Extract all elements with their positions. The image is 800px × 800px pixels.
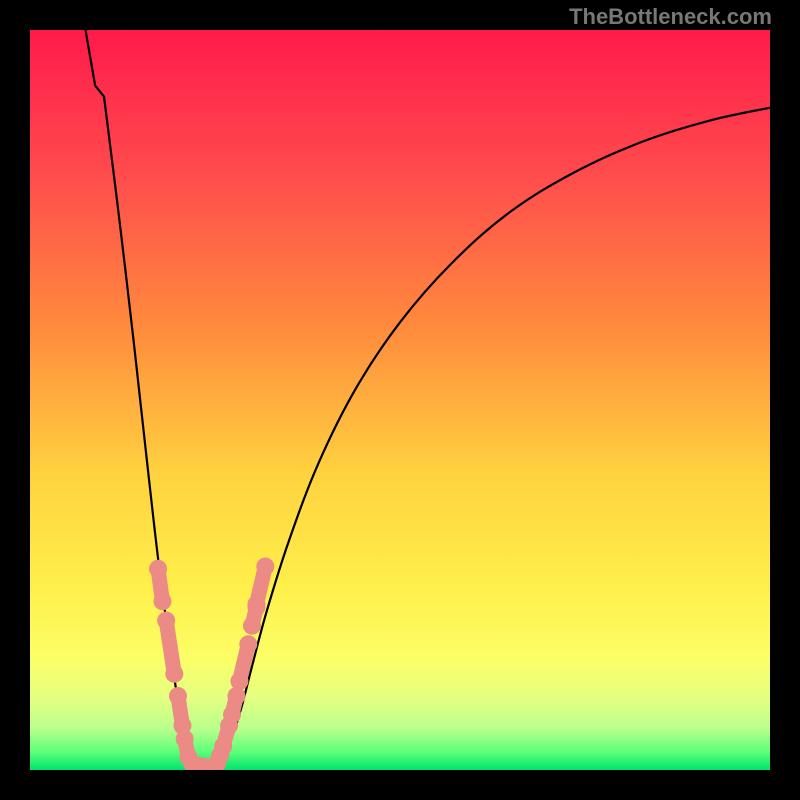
curve-marker-cap <box>227 687 245 705</box>
curve-marker-cap <box>176 730 194 748</box>
curve-marker-cap <box>153 592 171 610</box>
curve-marker-cap <box>247 595 265 613</box>
curve-marker-cap <box>223 706 241 724</box>
curve-marker-cap <box>149 560 167 578</box>
curve-marker-cap <box>243 617 261 635</box>
chart-frame: TheBottleneck.com <box>0 0 800 800</box>
curve-marker-cap <box>165 665 183 683</box>
chart-svg <box>30 30 770 770</box>
curve-marker-cap <box>169 687 187 705</box>
plot-area <box>30 30 770 770</box>
curve-marker-cap <box>157 612 175 630</box>
curve-marker-cap <box>214 737 232 755</box>
watermark-text: TheBottleneck.com <box>569 4 772 30</box>
curve-marker-cap <box>239 635 257 653</box>
curve-marker-cap <box>230 672 248 690</box>
curve-marker-cap <box>256 558 274 576</box>
